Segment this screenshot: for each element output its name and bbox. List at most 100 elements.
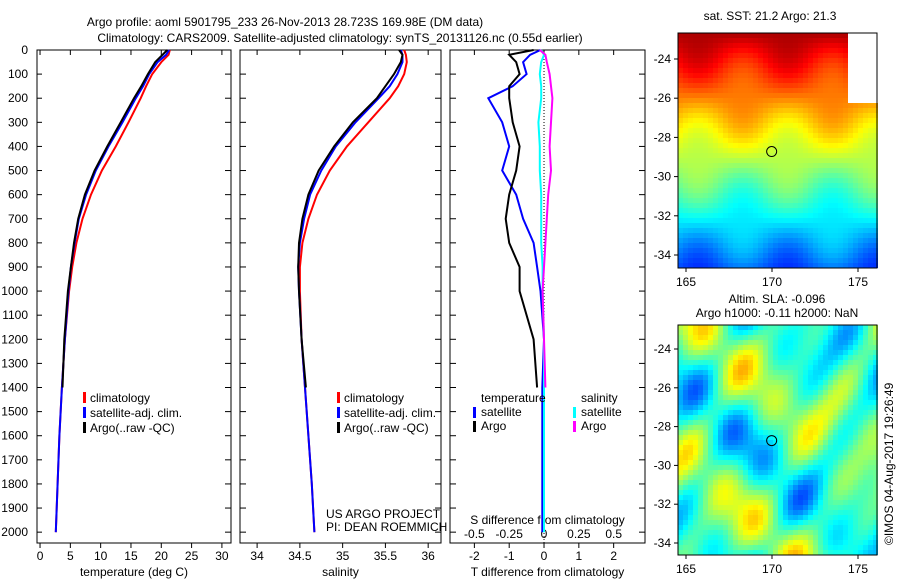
map-cell <box>698 425 703 430</box>
map-cell <box>748 63 753 68</box>
legend-temperature-heading: temperature <box>481 391 546 405</box>
y-tick-label: 200 <box>8 91 28 105</box>
map-cell <box>743 450 748 455</box>
map-cell <box>688 485 693 490</box>
map-cell <box>828 430 833 435</box>
map-cell <box>753 510 758 515</box>
map-cell <box>788 253 793 258</box>
map-cell <box>793 233 798 238</box>
map-cell <box>798 263 803 268</box>
map-cell <box>818 410 823 415</box>
map-cell <box>763 133 768 138</box>
map-cell <box>773 340 778 345</box>
map-cell <box>718 248 723 253</box>
map-cell <box>748 330 753 335</box>
map-cell <box>788 173 793 178</box>
map-cell <box>818 243 823 248</box>
map-cell <box>763 158 768 163</box>
map-cell <box>693 263 698 268</box>
map-cell <box>793 203 798 208</box>
map-cell <box>808 350 813 355</box>
map-cell <box>798 425 803 430</box>
map-cell <box>863 148 868 153</box>
map-cell <box>718 465 723 470</box>
map-cell <box>753 63 758 68</box>
map-cell <box>873 173 878 178</box>
map-cell <box>803 385 808 390</box>
map-cell <box>823 550 828 555</box>
map-cell <box>863 193 868 198</box>
map-cell <box>678 153 683 158</box>
map-cell <box>843 58 848 63</box>
map-cell <box>843 88 848 93</box>
map-cell <box>818 63 823 68</box>
map-cell <box>748 163 753 168</box>
map-cell <box>713 183 718 188</box>
map-cell <box>848 410 853 415</box>
map-cell <box>783 48 788 53</box>
map-cell <box>778 78 783 83</box>
map-cell <box>703 545 708 550</box>
map-cell <box>708 425 713 430</box>
map-cell <box>748 470 753 475</box>
map-cell <box>843 248 848 253</box>
map-cell <box>833 233 838 238</box>
map-cell <box>678 123 683 128</box>
map-cell <box>683 495 688 500</box>
map-cell <box>753 83 758 88</box>
map-cell <box>718 525 723 530</box>
map-cell <box>813 163 818 168</box>
map-cell <box>803 540 808 545</box>
map-cell <box>733 148 738 153</box>
map-cell <box>708 365 713 370</box>
map-cell <box>848 385 853 390</box>
map-cell <box>713 248 718 253</box>
map-cell <box>808 223 813 228</box>
map-cell <box>748 193 753 198</box>
map-cell <box>773 500 778 505</box>
map-cell <box>693 163 698 168</box>
map-cell <box>768 208 773 213</box>
map-cell <box>803 350 808 355</box>
map-cell <box>688 93 693 98</box>
map-cell <box>718 370 723 375</box>
map-cell <box>803 238 808 243</box>
map-cell <box>853 485 858 490</box>
map-cell <box>853 390 858 395</box>
map-cell <box>813 188 818 193</box>
map-cell <box>723 435 728 440</box>
map-cell <box>813 93 818 98</box>
map-cell <box>813 360 818 365</box>
map-cell <box>793 355 798 360</box>
series-salinity-satellite <box>537 49 546 533</box>
map-cell <box>703 93 708 98</box>
map-cell <box>698 128 703 133</box>
map-cell <box>703 193 708 198</box>
map-cell <box>728 455 733 460</box>
map-cell <box>743 410 748 415</box>
map-cell <box>858 545 863 550</box>
map-cell <box>808 208 813 213</box>
map-cell <box>753 455 758 460</box>
map-cell <box>758 350 763 355</box>
map-cell <box>708 530 713 535</box>
map-cell <box>808 420 813 425</box>
map-cell <box>743 465 748 470</box>
map-cell <box>823 490 828 495</box>
map-cell <box>788 233 793 238</box>
map-cell <box>738 98 743 103</box>
map-cell <box>788 48 793 53</box>
map-cell <box>738 540 743 545</box>
map-cell <box>798 218 803 223</box>
map-cell <box>743 515 748 520</box>
map-cell <box>798 380 803 385</box>
map-cell <box>678 450 683 455</box>
map-cell <box>863 228 868 233</box>
map-cell <box>688 253 693 258</box>
map-cell <box>843 495 848 500</box>
map-cell <box>863 153 868 158</box>
map-cell <box>723 38 728 43</box>
map-cell <box>793 405 798 410</box>
map-cell <box>748 410 753 415</box>
map-cell <box>718 88 723 93</box>
